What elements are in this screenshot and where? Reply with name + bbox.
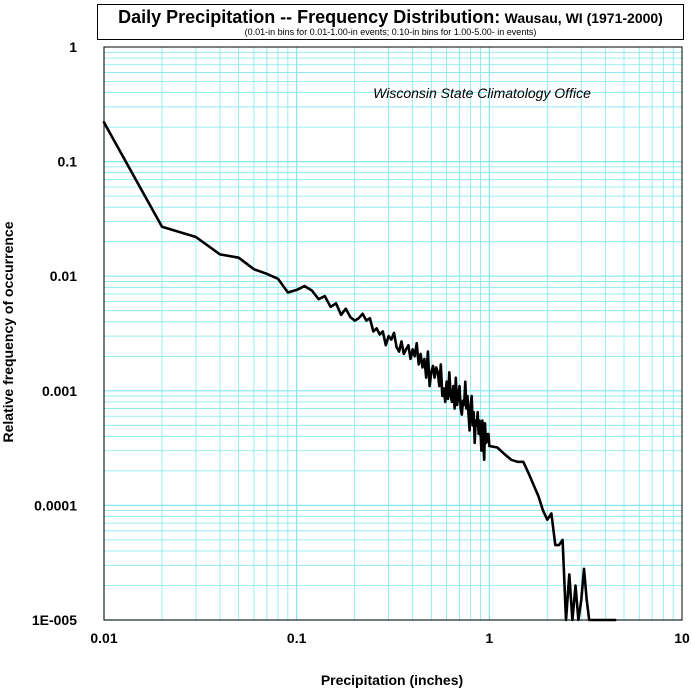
chart-title: Daily Precipitation -- Frequency Distrib… [118, 7, 501, 27]
y-tick-label: 0.01 [50, 268, 77, 284]
chart-annotation: Wisconsin State Climatology Office [373, 85, 591, 101]
x-tick-label: 0.01 [90, 630, 117, 646]
grid [103, 47, 682, 621]
chart-title-box: Daily Precipitation -- Frequency Distrib… [97, 4, 684, 40]
x-tick-label: 1 [485, 630, 493, 646]
y-axis-label: Relative frequency of occurrence [0, 221, 16, 442]
y-tick-label: 1E-005 [32, 612, 77, 628]
plot-frame [103, 46, 683, 621]
x-tick-label: 0.1 [287, 630, 307, 646]
chart-subtitle: (0.01-in bins for 0.01-1.00-in events; 0… [244, 27, 537, 37]
y-axis-ticks: 1 0.1 0.01 0.001 0.0001 1E-005 [32, 39, 77, 628]
chart-title-line: Daily Precipitation -- Frequency Distrib… [98, 7, 683, 28]
y-tick-label: 0.0001 [34, 497, 77, 513]
x-axis-ticks: 0.01 0.1 1 10 [90, 630, 690, 646]
series-line [102, 121, 617, 622]
y-tick-label: 0.001 [42, 383, 77, 399]
y-tick-label: 0.1 [58, 154, 78, 170]
x-tick-label: 10 [674, 630, 690, 646]
chart-title-location: Wausau, WI (1971-2000) [504, 10, 663, 26]
y-tick-label: 1 [69, 39, 77, 55]
x-axis-label: Precipitation (inches) [321, 672, 463, 688]
